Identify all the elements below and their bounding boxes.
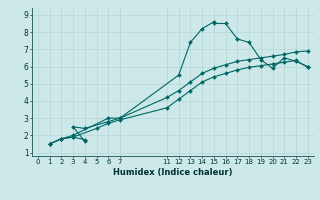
- X-axis label: Humidex (Indice chaleur): Humidex (Indice chaleur): [113, 168, 233, 177]
